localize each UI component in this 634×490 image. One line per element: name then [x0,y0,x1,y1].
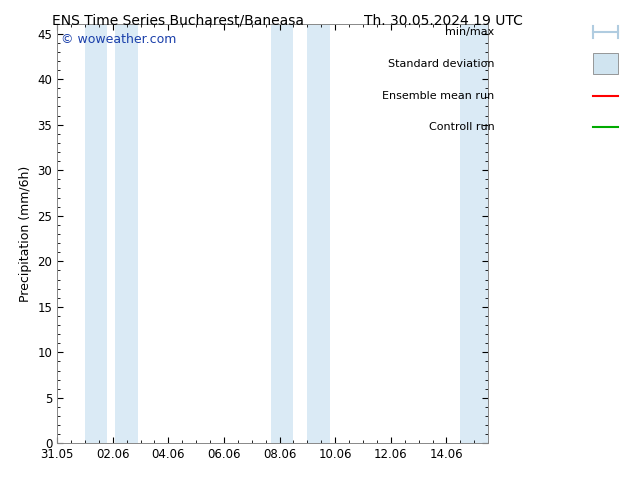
Y-axis label: Precipitation (mm/6h): Precipitation (mm/6h) [19,166,32,302]
Bar [85,24,107,443]
Bar [271,24,294,443]
Text: Th. 30.05.2024 19 UTC: Th. 30.05.2024 19 UTC [365,14,523,28]
Bar [307,24,330,443]
Text: Controll run: Controll run [429,122,495,132]
Text: ENS Time Series Bucharest/Baneasa: ENS Time Series Bucharest/Baneasa [51,14,304,28]
Bar [460,24,488,443]
Bar [115,24,138,443]
Text: © woweather.com: © woweather.com [61,33,177,46]
Text: min/max: min/max [445,27,495,37]
Text: Ensemble mean run: Ensemble mean run [382,91,495,100]
Text: Standard deviation: Standard deviation [388,59,495,69]
